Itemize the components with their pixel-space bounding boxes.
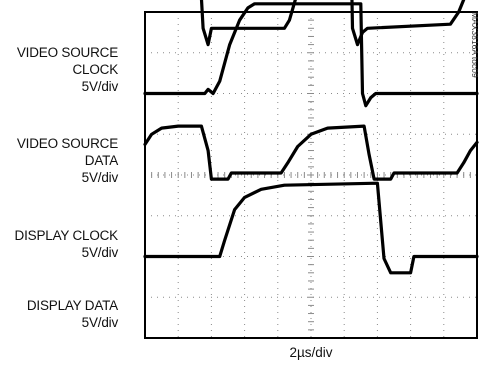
label-display-clock: DISPLAY CLOCK 5V/div <box>14 227 119 261</box>
trace-video-source-clock <box>199 0 466 47</box>
label-video-source-data-line1: VIDEO SOURCE <box>16 136 118 151</box>
label-video-source-clock-line2: CLOCK <box>72 62 118 77</box>
label-video-source-data-scale: 5V/div <box>81 170 119 185</box>
label-video-source-data: VIDEO SOURCE DATA 5V/div <box>17 135 118 186</box>
label-display-data-line1: DISPLAY DATA <box>26 298 118 313</box>
label-video-source-clock-line1: VIDEO SOURCE <box>16 45 118 60</box>
plot-grid <box>144 11 478 339</box>
label-display-clock-scale: 5V/div <box>81 245 119 260</box>
trace-display-data <box>143 181 479 275</box>
trace-video-source-data <box>143 2 479 108</box>
plot-frame <box>144 11 478 339</box>
label-video-source-data-line2: DATA <box>84 153 118 168</box>
trace-display-clock <box>143 124 479 181</box>
label-video-source-clock-scale: 5V/div <box>81 79 119 94</box>
label-display-data-scale: 5V/div <box>81 315 119 330</box>
label-display-clock-line1: DISPLAY CLOCK <box>14 228 119 243</box>
label-display-data: DISPLAY DATA 5V/div <box>27 297 118 331</box>
x-axis-label: 2µs/div <box>289 345 333 360</box>
figure-id: MAX3816A toc09 <box>470 12 480 78</box>
label-video-source-clock: VIDEO SOURCE CLOCK 5V/div <box>17 44 118 95</box>
plot-traces <box>143 0 479 275</box>
